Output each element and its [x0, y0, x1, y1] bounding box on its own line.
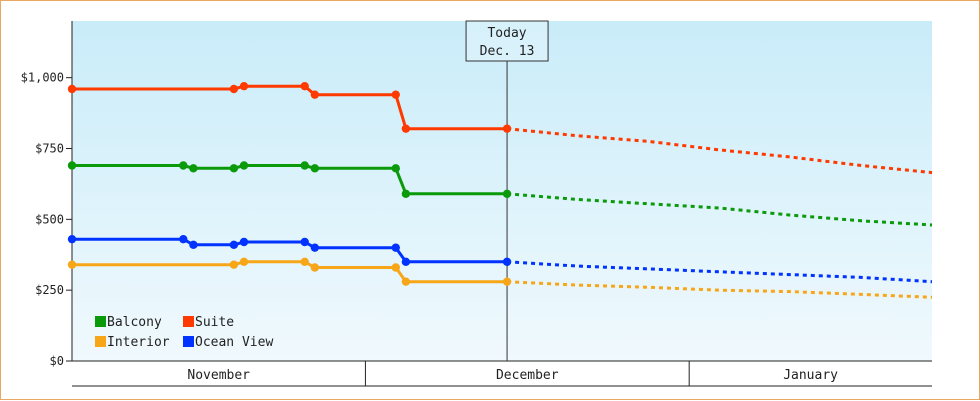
legend-label: Suite	[195, 315, 234, 330]
legend-item-balcony: Balcony	[95, 315, 162, 330]
month-label: November	[187, 368, 250, 383]
series-balcony	[67, 161, 933, 227]
series-forecast-interior	[507, 280, 933, 299]
legend-item-suite: Suite	[183, 315, 234, 330]
series-line-balcony	[72, 164, 508, 196]
data-point	[502, 277, 512, 286]
data-point	[179, 234, 188, 244]
data-point	[391, 164, 400, 173]
legend-label: Balcony	[107, 315, 162, 330]
data-point	[239, 257, 249, 267]
series-suite	[67, 81, 933, 175]
today-label: Today	[487, 26, 526, 41]
data-point	[502, 257, 512, 267]
data-point	[67, 234, 77, 244]
legend-swatch	[183, 336, 194, 347]
data-point	[239, 237, 249, 247]
plot-area	[72, 21, 932, 361]
today-marker: Today Dec. 13	[465, 20, 549, 361]
legend-label: Interior	[107, 335, 170, 350]
data-point	[310, 164, 320, 173]
data-point	[189, 240, 198, 250]
legend-swatch	[183, 316, 194, 327]
data-point	[401, 124, 411, 133]
y-tick-label: $0	[50, 354, 64, 368]
series-line-ocean-view	[72, 237, 508, 264]
data-point	[401, 277, 411, 286]
today-date-label: Dec. 13	[480, 44, 535, 59]
month-label: January	[783, 368, 838, 383]
series-forecast-balcony	[506, 192, 933, 227]
data-point	[502, 189, 512, 199]
data-point	[310, 90, 320, 99]
data-point	[401, 189, 411, 199]
month-label: December	[496, 368, 559, 383]
x-axis: November December January	[72, 360, 932, 387]
data-point	[300, 161, 309, 170]
legend-label: Ocean View	[195, 335, 273, 350]
series-group	[67, 81, 933, 299]
data-point	[67, 260, 77, 269]
legend-item-interior: Interior	[95, 335, 170, 350]
data-point	[300, 81, 309, 91]
data-point	[391, 90, 400, 99]
data-point	[67, 84, 77, 94]
today-box	[465, 20, 549, 62]
data-point	[300, 257, 309, 267]
legend-swatch	[95, 336, 106, 347]
data-point	[229, 84, 239, 94]
data-point	[502, 124, 512, 133]
data-point	[189, 164, 198, 173]
data-point	[229, 164, 239, 173]
y-axis: $0 $250 $500 $750 $1,000	[21, 21, 73, 368]
data-point	[300, 237, 309, 247]
legend-item-ocean-view: Ocean View	[183, 335, 273, 350]
data-point	[179, 161, 188, 170]
data-point	[391, 263, 400, 272]
data-point	[229, 240, 239, 250]
series-forecast-ocean-view	[507, 260, 933, 284]
y-tick-label: $500	[35, 212, 64, 226]
data-point	[67, 161, 77, 170]
series-interior	[67, 257, 933, 299]
data-point	[310, 243, 320, 252]
data-point	[401, 257, 411, 267]
y-tick-label: $750	[35, 142, 64, 156]
data-point	[229, 260, 239, 269]
y-tick-label: $250	[35, 283, 64, 297]
data-point	[239, 81, 249, 91]
data-point	[310, 263, 320, 272]
data-point	[391, 243, 400, 252]
series-ocean-view	[67, 234, 933, 284]
legend-swatch	[95, 316, 106, 327]
y-tick-label: $1,000	[21, 71, 64, 85]
legend: Balcony Suite Interior Ocean View	[95, 315, 273, 350]
data-point	[239, 161, 249, 170]
